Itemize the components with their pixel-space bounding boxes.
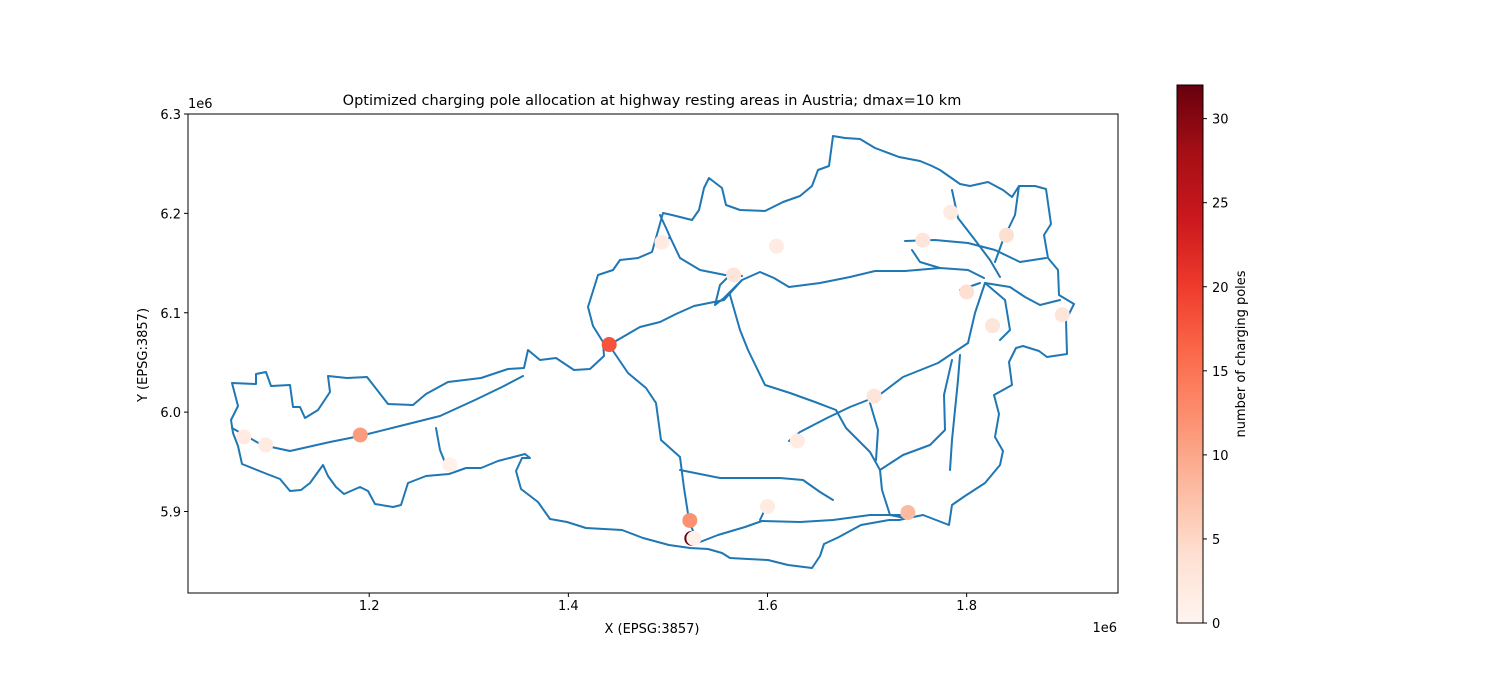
highway-a23-line (911, 249, 941, 269)
charging-point-marker (236, 429, 252, 445)
highway-a5-line (994, 185, 1020, 263)
charging-point-marker (866, 388, 882, 404)
y-axis: 5.9 6.0 6.1 6.2 6.3 (160, 108, 188, 521)
charging-point-marker (789, 433, 805, 449)
highway-a13-line (231, 375, 524, 452)
y-tick-label: 6.1 (160, 307, 181, 322)
highway-a2-east-line (869, 402, 879, 461)
highway-a2-south-line (879, 469, 906, 519)
highway-network (230, 135, 1075, 569)
highway-a2-line (788, 282, 986, 442)
y-offset-label: 1e6 (188, 97, 213, 112)
y-tick-label: 5.9 (160, 506, 181, 521)
x-offset-label: 1e6 (1092, 621, 1117, 636)
highway-a9-line (608, 344, 698, 543)
charging-point-marker (442, 457, 458, 473)
charging-point-marker (959, 284, 975, 300)
colorbar (1176, 84, 1204, 624)
x-tick-label: 1.8 (956, 599, 977, 614)
colorbar-tick-label: 25 (1212, 197, 1229, 212)
highway-a1-line (608, 267, 985, 346)
charging-point-marker (726, 267, 742, 283)
highway-a8-line (714, 269, 743, 306)
highway-s6-line (879, 359, 953, 471)
x-tick-label: 1.2 (359, 599, 380, 614)
highway-s36-line (679, 469, 834, 501)
charging-point-marker (998, 227, 1014, 243)
charging-point-marker (1054, 307, 1070, 323)
colorbar-tick-label: 0 (1212, 617, 1220, 632)
charging-point-marker (682, 512, 698, 528)
charging-point-marker (352, 427, 368, 443)
y-tick-label: 6.3 (160, 108, 181, 123)
charging-point-marker (686, 530, 702, 546)
y-axis-label: Y (EPSG:3857) (136, 308, 151, 403)
charging-point-marker (943, 204, 959, 220)
colorbar-tick-label: 5 (1212, 533, 1220, 548)
x-axis-label: X (EPSG:3857) (604, 622, 699, 637)
highway-a3-line (984, 282, 1011, 341)
resting-area-points (236, 204, 1070, 546)
charging-point-marker (601, 337, 617, 353)
chart-title: Optimized charging pole allocation at hi… (343, 93, 962, 109)
charging-point-marker (768, 238, 784, 254)
austria-border-line (230, 135, 1075, 569)
charging-point-marker (654, 234, 670, 250)
colorbar-tick-label: 20 (1212, 281, 1229, 296)
colorbar-ticks: 0 5 10 15 20 25 30 (1203, 113, 1229, 632)
charging-point-marker (258, 437, 274, 453)
colorbar-tick-label: 10 (1212, 449, 1229, 464)
charging-point-marker (900, 505, 916, 521)
x-axis: 1.2 1.4 1.6 1.8 (359, 593, 977, 614)
highway-s31-line (949, 354, 961, 471)
colorbar-tick-label: 30 (1212, 113, 1229, 128)
charging-point-marker (760, 499, 776, 515)
colorbar-label: number of charging poles (1234, 270, 1249, 437)
highway-a4-line (984, 282, 1061, 306)
plot-area-frame (187, 113, 1119, 594)
charging-point-marker (985, 318, 1001, 334)
highway-a22-line (951, 189, 1001, 278)
highway-a10-line (699, 514, 901, 543)
x-tick-label: 1.6 (757, 599, 778, 614)
charging-point-marker (915, 232, 931, 248)
colorbar-tick-label: 15 (1212, 365, 1229, 380)
highway-s4-line (729, 294, 881, 471)
y-tick-label: 6.0 (160, 406, 181, 421)
x-tick-label: 1.4 (558, 599, 579, 614)
y-tick-label: 6.2 (160, 207, 181, 222)
